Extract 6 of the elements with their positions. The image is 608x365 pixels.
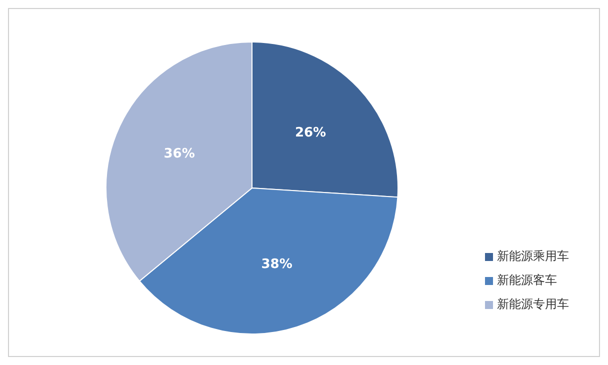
data-label: 38% [261,256,292,272]
data-label: 26% [294,126,326,141]
legend-label: 新能源专用车 [497,297,569,311]
legend-label: 新能源客车 [497,273,557,287]
legend-label: 新能源乘用车 [497,249,569,263]
data-label: 36% [164,146,195,162]
